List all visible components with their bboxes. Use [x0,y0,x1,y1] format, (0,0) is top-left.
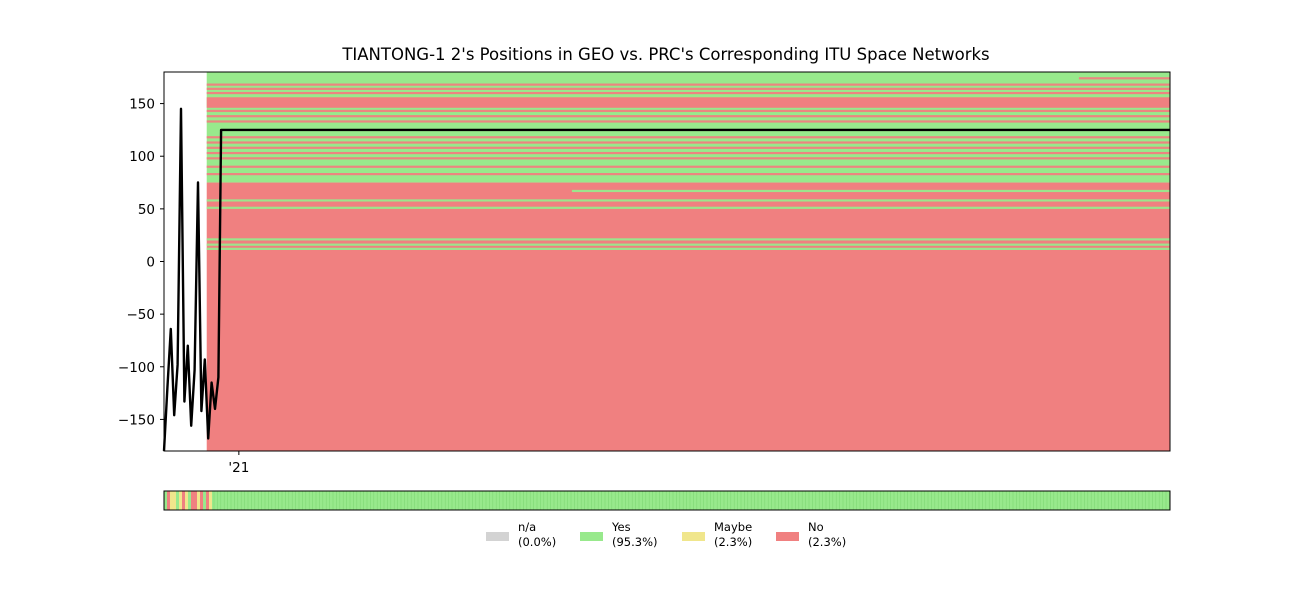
legend-label: n/a [518,520,536,534]
coverage-bands [206,72,1170,451]
legend-value: (2.3%) [808,535,846,549]
legend-label: Maybe [714,520,752,534]
strip-segment-yes [176,491,180,510]
chart-title: TIANTONG-1 2's Positions in GEO vs. PRC'… [341,45,989,64]
y-tick-label: 150 [129,97,155,113]
strip-segment-yes [188,491,192,510]
legend-value: (0.0%) [518,535,556,549]
band-stripe-no [206,83,1170,86]
band-stripe-no [206,146,1170,149]
band-stripe-no [206,165,1170,168]
band-stripe-yes [206,199,1170,202]
band-stripe-no [206,136,1170,139]
band-stripe-no [206,141,1170,144]
strip-segment-maybe [179,491,183,510]
strip-segment-no [206,491,210,510]
y-tick-label: −50 [127,307,156,323]
y-tick-label: −100 [118,360,155,376]
band-stripe-no [206,109,1170,113]
band-stripe-yes [206,238,1170,241]
strip-segment-yes [212,491,1170,510]
series-layer [162,107,1171,452]
band-stripe-no [206,120,1170,123]
band-region-yes [206,72,1170,183]
legend-label: Yes [611,520,631,534]
band-stripe-no [206,173,1170,176]
strip-segment-no [200,491,204,510]
x-axis: '21 [228,451,249,476]
status-strip [163,490,1171,511]
band-stripe-yes [571,189,1170,193]
legend-value: (95.3%) [612,535,658,549]
band-stripe-yes [206,243,1170,246]
legend-swatch-na [486,532,509,541]
strip-segment-maybe [170,491,174,510]
x-tick-label: '21 [228,460,249,476]
strip-frame [163,490,1171,511]
legend-swatch-maybe [682,532,705,541]
plot-area [162,71,1171,452]
strip-segment-no [167,491,171,510]
y-tick-label: 50 [138,202,155,218]
band-region-no [206,97,1170,108]
band-stripe-no [206,115,1170,118]
strip-segment-maybe [185,491,189,510]
legend-value: (2.3%) [714,535,752,549]
strip-segment-no [194,491,198,510]
legend-swatch-yes [580,532,603,541]
band-stripe-yes [206,206,1170,209]
band-stripe-no [206,91,1170,95]
strip-segment-yes [203,491,207,510]
strip-segment-maybe [197,491,201,510]
strip-segment-no [182,491,186,510]
y-axis: 150 100 50 0 −50 −100 −150 [118,97,164,428]
legend-label: No [808,520,824,534]
y-tick-label: 100 [129,149,155,165]
band-stripe-no [206,87,1170,90]
legend: n/a(0.0%)Yes(95.3%)Maybe(2.3%)No(2.3%) [486,520,846,549]
y-tick-label: −150 [118,412,155,428]
strip-segment-yes [164,491,168,510]
legend-swatch-no [776,532,799,541]
strip-segment-maybe [209,491,213,510]
band-stripe-yes [206,247,1170,250]
band-stripe-no [206,157,1170,160]
strip-segment-maybe [173,491,177,510]
series-line [162,107,1170,452]
strip-segment-no [191,491,195,510]
band-stripe-no [206,151,1170,155]
y-tick-label: 0 [146,255,155,271]
band-stripe-no [1078,77,1170,80]
band-region-no [206,182,1170,451]
